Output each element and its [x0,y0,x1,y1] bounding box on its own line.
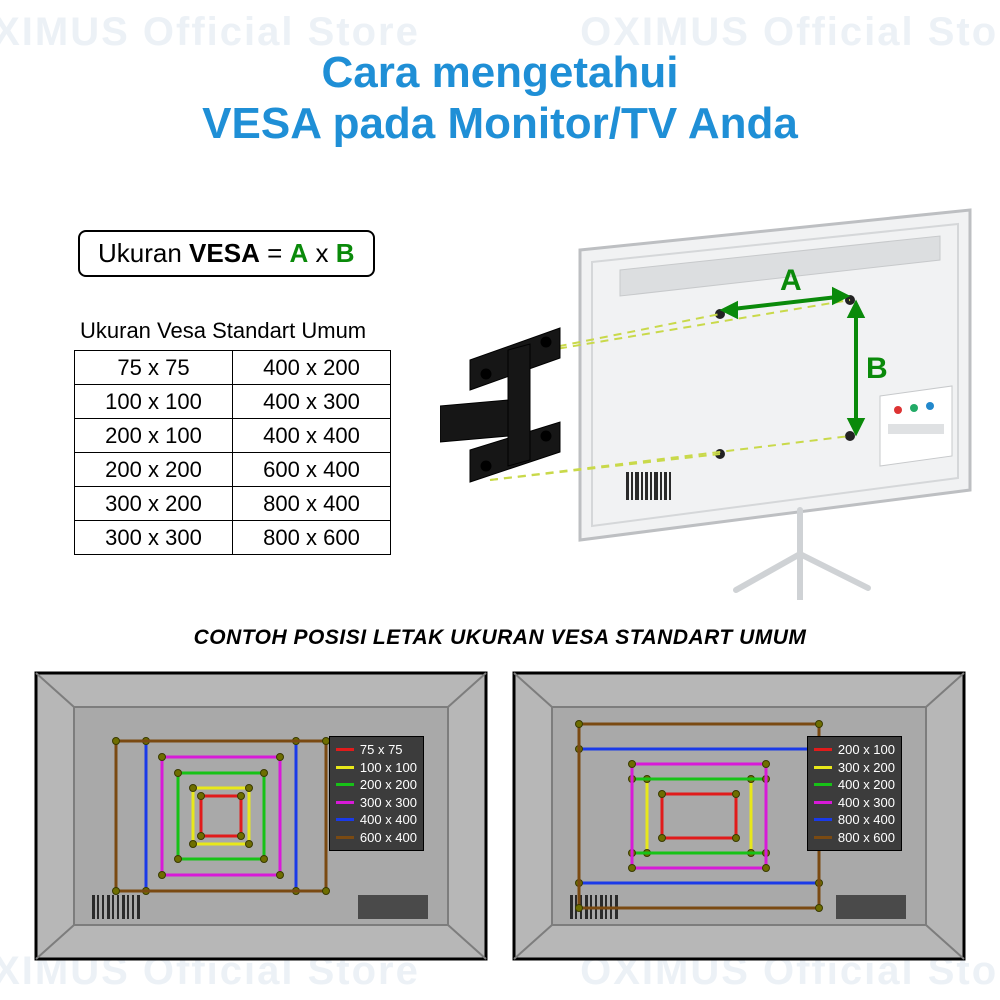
formula-a: A [290,238,309,268]
legend-item: 300 x 200 [814,759,895,777]
vesa-position-panel-right: 200 x 100300 x 200400 x 200400 x 300800 … [512,666,966,966]
formula-eq: = [260,238,290,268]
legend-swatch [336,766,354,769]
legend-label: 600 x 400 [360,829,417,847]
formula-b: B [336,238,355,268]
vesa-table-cell: 100 x 100 [75,385,233,419]
legend-item: 200 x 100 [814,741,895,759]
page-title: Cara mengetahui VESA pada Monitor/TV And… [0,0,1000,149]
vesa-table-title: Ukuran Vesa Standart Umum [80,318,391,344]
legend-label: 300 x 300 [360,794,417,812]
vesa-table-cell: 300 x 300 [75,521,233,555]
vesa-table-cell: 200 x 200 [75,453,233,487]
legend-label: 200 x 100 [838,741,895,759]
vesa-table-cell: 400 x 200 [233,351,391,385]
dimension-label-b: B [866,352,888,385]
legend-swatch [814,783,832,786]
legend-swatch [814,748,832,751]
vesa-table-cell: 75 x 75 [75,351,233,385]
legend-swatch [814,818,832,821]
legend-label: 400 x 400 [360,811,417,829]
vesa-table-cell: 800 x 600 [233,521,391,555]
legend-swatch [336,836,354,839]
legend-swatch [336,818,354,821]
panels-subheading: CONTOH POSISI LETAK UKURAN VESA STANDART… [0,626,1000,650]
formula-vesa: VESA [189,238,260,268]
vesa-table: 75 x 75400 x 200100 x 100400 x 300200 x … [74,350,391,555]
title-tail: Anda [677,99,798,148]
title-line-2: VESA pada Monitor/TV Anda [0,99,1000,150]
legend-right: 200 x 100300 x 200400 x 200400 x 300800 … [807,736,902,851]
legend-item: 400 x 300 [814,794,895,812]
vesa-table-cell: 300 x 200 [75,487,233,521]
vesa-table-cell: 400 x 300 [233,385,391,419]
vesa-table-cell: 800 x 400 [233,487,391,521]
title-line-1: Cara mengetahui [0,48,1000,99]
legend-label: 300 x 200 [838,759,895,777]
vesa-table-cell: 200 x 100 [75,419,233,453]
title-strong: VESA pada Monitor/TV [202,99,677,148]
tv-back-illustration: A B [440,200,980,600]
legend-swatch [336,783,354,786]
legend-item: 300 x 300 [336,794,417,812]
vesa-position-panel-left: 75 x 75100 x 100200 x 200300 x 300400 x … [34,666,488,966]
legend-swatch [336,748,354,751]
legend-label: 400 x 300 [838,794,895,812]
vesa-table-block: Ukuran Vesa Standart Umum 75 x 75400 x 2… [74,318,391,555]
legend-swatch [336,801,354,804]
legend-label: 800 x 400 [838,811,895,829]
legend-item: 400 x 400 [336,811,417,829]
legend-label: 400 x 200 [838,776,895,794]
legend-label: 75 x 75 [360,741,403,759]
formula-box: Ukuran VESA = A x B [78,230,375,277]
legend-item: 200 x 200 [336,776,417,794]
vesa-table-cell: 600 x 400 [233,453,391,487]
formula-prefix: Ukuran [98,238,189,268]
legend-label: 200 x 200 [360,776,417,794]
legend-item: 600 x 400 [336,829,417,847]
formula-x: x [308,238,335,268]
legend-item: 800 x 600 [814,829,895,847]
legend-label: 800 x 600 [838,829,895,847]
legend-swatch [814,836,832,839]
legend-left: 75 x 75100 x 100200 x 200300 x 300400 x … [329,736,424,851]
legend-label: 100 x 100 [360,759,417,777]
legend-item: 75 x 75 [336,741,417,759]
legend-swatch [814,766,832,769]
vesa-table-cell: 400 x 400 [233,419,391,453]
legend-item: 400 x 200 [814,776,895,794]
legend-swatch [814,801,832,804]
legend-item: 100 x 100 [336,759,417,777]
legend-item: 800 x 400 [814,811,895,829]
dimension-label-a: A [780,264,802,297]
